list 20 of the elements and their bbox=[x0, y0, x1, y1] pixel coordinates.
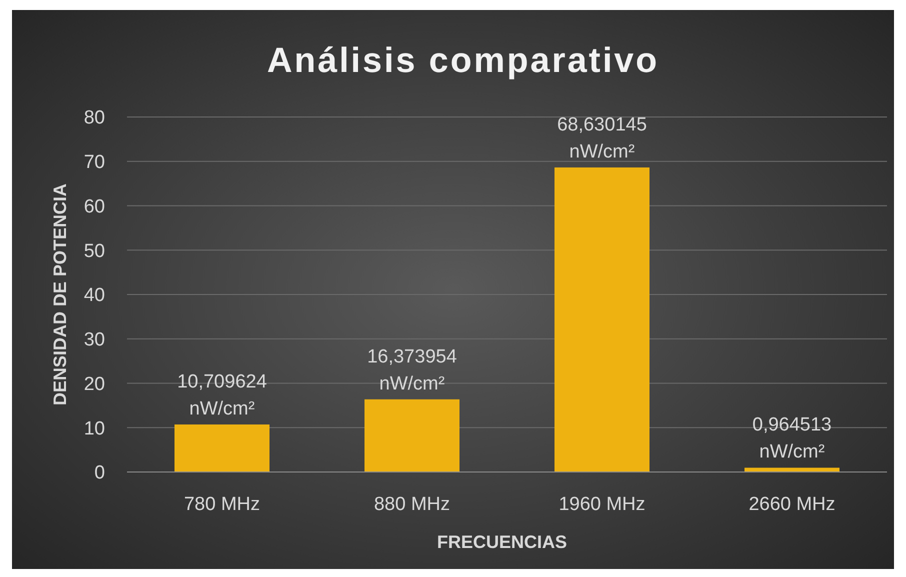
y-axis-title: DENSIDAD DE POTENCIA bbox=[50, 183, 70, 406]
x-tick-label: 2660 MHz bbox=[748, 494, 836, 515]
y-tick-label: 30 bbox=[84, 330, 105, 351]
y-tick-label: 0 bbox=[94, 462, 105, 484]
data-label: 0,964513 nW/cm² bbox=[752, 414, 832, 463]
y-tick-label: 20 bbox=[84, 374, 105, 395]
y-tick-label: 50 bbox=[84, 240, 105, 262]
y-tick-label: 40 bbox=[84, 285, 105, 306]
chart-title: Análisis comparativo bbox=[266, 41, 660, 80]
data-label: 68,630145 nW/cm² bbox=[557, 114, 647, 162]
x-tick-label: 780 MHz bbox=[184, 494, 260, 515]
y-tick-label: 60 bbox=[84, 196, 105, 218]
data-label: 16,373954 nW/cm² bbox=[367, 346, 458, 394]
y-tick-label: 10 bbox=[84, 418, 105, 440]
data-label: 10,709624 nW/cm² bbox=[177, 371, 268, 420]
x-tick-label: 1960 MHz bbox=[558, 494, 646, 515]
x-tick-label: 880 MHz bbox=[374, 494, 450, 515]
y-tick-label: 70 bbox=[84, 152, 105, 174]
y-tick-label: 80 bbox=[84, 108, 105, 129]
x-axis-title: FRECUENCIAS bbox=[436, 532, 568, 552]
